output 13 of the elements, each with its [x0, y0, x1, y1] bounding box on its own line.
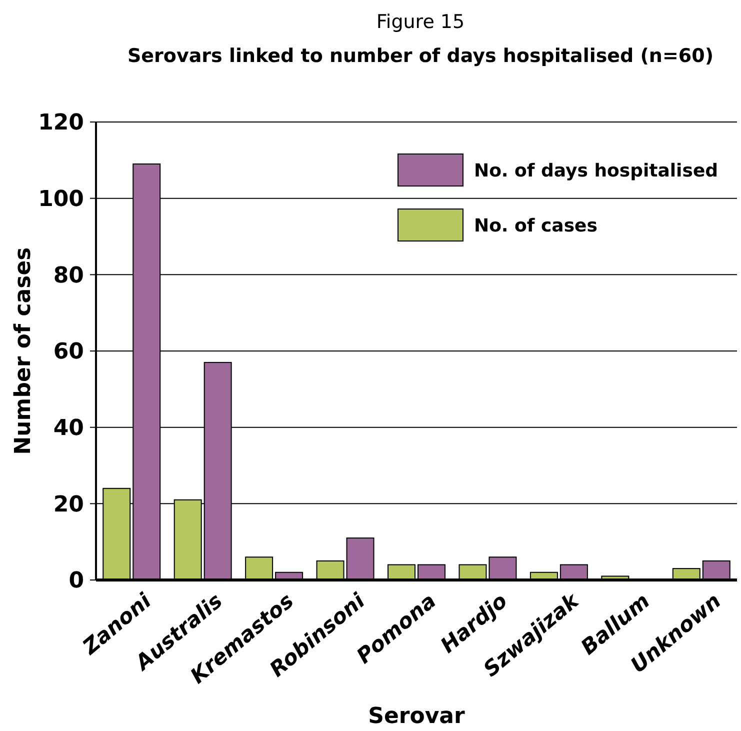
x-axis-title: Serovar	[368, 704, 466, 729]
legend-label: No. of days hospitalised	[474, 160, 718, 182]
chart-subtitle: Serovars linked to number of days hospitalised (n=60)	[127, 45, 714, 67]
chart-title: Figure 15	[376, 11, 465, 33]
y-tick-label: 60	[53, 340, 84, 365]
y-axis-title: Number of cases	[11, 247, 36, 455]
y-tick-label: 120	[38, 110, 84, 136]
legend-label: No. of cases	[474, 215, 598, 236]
y-tick-label: 20	[53, 492, 84, 518]
y-tick-label: 80	[53, 263, 84, 288]
y-tick-label: 100	[38, 187, 84, 212]
y-tick-label: 40	[53, 416, 84, 442]
y-tick-label: 0	[68, 568, 84, 594]
